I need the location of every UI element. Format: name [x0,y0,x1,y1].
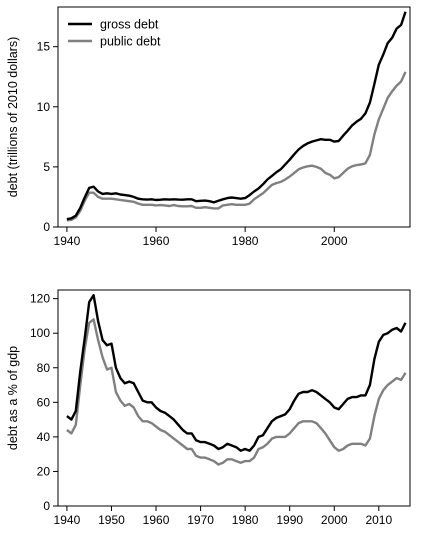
x-tick-label: 2000 [321,513,348,527]
y-tick-label: 120 [30,292,50,306]
y-axis-label: debt (trillions of 2010 dollars) [6,37,20,198]
x-tick-label: 1980 [232,234,259,248]
legend-label: gross debt [100,18,159,32]
x-tick-label: 1960 [143,234,170,248]
y-tick-label: 10 [37,100,51,114]
bottom-panel-debt-percent-gdp: 1940 1950 1960 1970 1980 1990 2000 2010 0 20 40 60 8… [6,289,411,527]
x-tick-label: 1970 [187,513,214,527]
y-tick-label: 20 [37,464,51,478]
x-tick-label: 1950 [98,513,125,527]
plot-frame [57,6,411,228]
plot-frame [57,289,411,507]
public-debt-series-line [66,71,407,222]
legend-label: public debt [100,35,161,49]
top-panel-debt-trillions: 1940 1960 1980 2000 0 5 10 15 debt (trillions of… [6,6,411,248]
x-tick-label: 1940 [54,513,81,527]
gross-debt-series-line [66,11,407,221]
x-tick-label: 1980 [232,513,259,527]
y-tick-label: 80 [37,361,51,375]
y-tick-label: 0 [43,220,50,234]
x-tick-label: 1960 [143,513,170,527]
y-tick-label: 40 [37,430,51,444]
y-tick-label: 15 [37,40,51,54]
y-tick-label: 5 [43,160,50,174]
x-tick-label: 2000 [321,234,348,248]
y-tick-label: 100 [30,326,50,340]
y-tick-label: 60 [37,395,51,409]
public-debt-series-line [66,318,407,466]
x-tick-label: 1990 [276,513,303,527]
y-axis-label: debt as a % of gdp [6,346,20,450]
y-tick-label: 0 [43,499,50,513]
gross-debt-series-line [66,294,407,452]
x-tick-label: 1940 [54,234,81,248]
x-tick-label: 2010 [365,513,392,527]
